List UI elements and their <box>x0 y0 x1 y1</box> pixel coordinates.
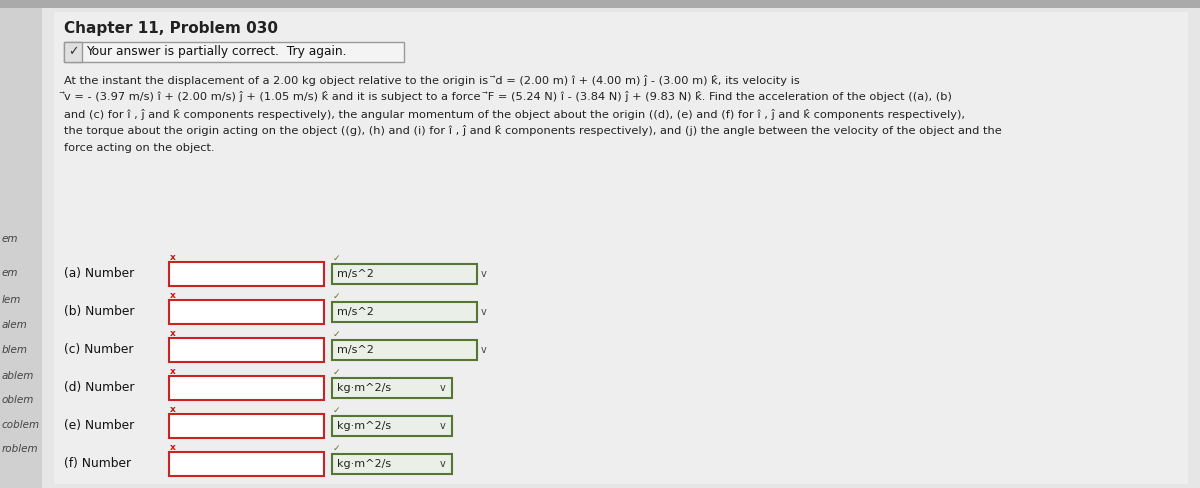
Bar <box>0 8 42 488</box>
Bar <box>332 454 452 474</box>
Text: coblem: coblem <box>2 420 40 429</box>
Bar <box>169 300 324 324</box>
Text: ✓: ✓ <box>67 45 78 59</box>
Text: m/s^2: m/s^2 <box>337 345 374 355</box>
Text: (b) Number: (b) Number <box>64 305 134 319</box>
Text: oblem: oblem <box>2 395 35 405</box>
Bar <box>332 302 478 322</box>
Text: x: x <box>170 253 175 263</box>
Text: em: em <box>2 234 18 244</box>
Text: ablem: ablem <box>2 371 35 381</box>
Text: alem: alem <box>2 320 28 329</box>
Bar <box>169 262 324 286</box>
Bar <box>0 0 1200 8</box>
Text: em: em <box>2 268 18 278</box>
Text: ⃗v = - (3.97 m/s) î + (2.00 m/s) ĵ + (1.05 m/s) k̂ and it is subject to a force : ⃗v = - (3.97 m/s) î + (2.00 m/s) ĵ + (1.… <box>64 92 952 102</box>
Text: ✓: ✓ <box>334 253 341 263</box>
Bar <box>332 340 478 360</box>
Text: ✓: ✓ <box>334 329 341 339</box>
Text: x: x <box>170 406 175 414</box>
Bar <box>169 338 324 362</box>
Bar <box>332 416 452 436</box>
Text: kg·m^2/s: kg·m^2/s <box>337 459 391 469</box>
Text: x: x <box>170 291 175 301</box>
Text: (a) Number: (a) Number <box>64 267 134 281</box>
Text: ✓: ✓ <box>334 367 341 377</box>
Bar <box>64 42 404 62</box>
Bar <box>64 42 82 62</box>
Text: ✓: ✓ <box>334 444 341 452</box>
Text: force acting on the object.: force acting on the object. <box>64 143 215 153</box>
Text: v: v <box>481 307 487 317</box>
Text: blem: blem <box>2 346 28 355</box>
Text: (f) Number: (f) Number <box>64 458 131 470</box>
Text: (d) Number: (d) Number <box>64 382 134 394</box>
Text: v: v <box>481 269 487 279</box>
Text: x: x <box>170 444 175 452</box>
Bar <box>169 452 324 476</box>
Text: Chapter 11, Problem 030: Chapter 11, Problem 030 <box>64 20 278 36</box>
Text: v: v <box>440 459 445 469</box>
Text: kg·m^2/s: kg·m^2/s <box>337 421 391 431</box>
Bar <box>332 264 478 284</box>
Bar <box>169 376 324 400</box>
Text: m/s^2: m/s^2 <box>337 269 374 279</box>
Text: (e) Number: (e) Number <box>64 420 134 432</box>
Text: v: v <box>481 345 487 355</box>
Text: ✓: ✓ <box>334 406 341 414</box>
Bar <box>169 414 324 438</box>
Text: kg·m^2/s: kg·m^2/s <box>337 383 391 393</box>
Text: and (c) for î , ĵ and k̂ components respectively), the angular momentum of the o: and (c) for î , ĵ and k̂ components resp… <box>64 108 965 120</box>
Text: m/s^2: m/s^2 <box>337 307 374 317</box>
Text: v: v <box>440 421 445 431</box>
Text: the torque about the origin acting on the object ((g), (h) and (i) for î , ĵ and: the torque about the origin acting on th… <box>64 125 1002 137</box>
Text: v: v <box>440 383 445 393</box>
Text: roblem: roblem <box>2 444 38 454</box>
Text: ✓: ✓ <box>334 291 341 301</box>
Text: x: x <box>170 329 175 339</box>
Text: lem: lem <box>2 295 22 305</box>
Text: x: x <box>170 367 175 377</box>
Bar <box>332 378 452 398</box>
Text: At the instant the displacement of a 2.00 kg object relative to the origin is  ⃗: At the instant the displacement of a 2.0… <box>64 75 799 85</box>
Text: Your answer is partially correct.  Try again.: Your answer is partially correct. Try ag… <box>86 45 347 59</box>
Text: (c) Number: (c) Number <box>64 344 133 357</box>
